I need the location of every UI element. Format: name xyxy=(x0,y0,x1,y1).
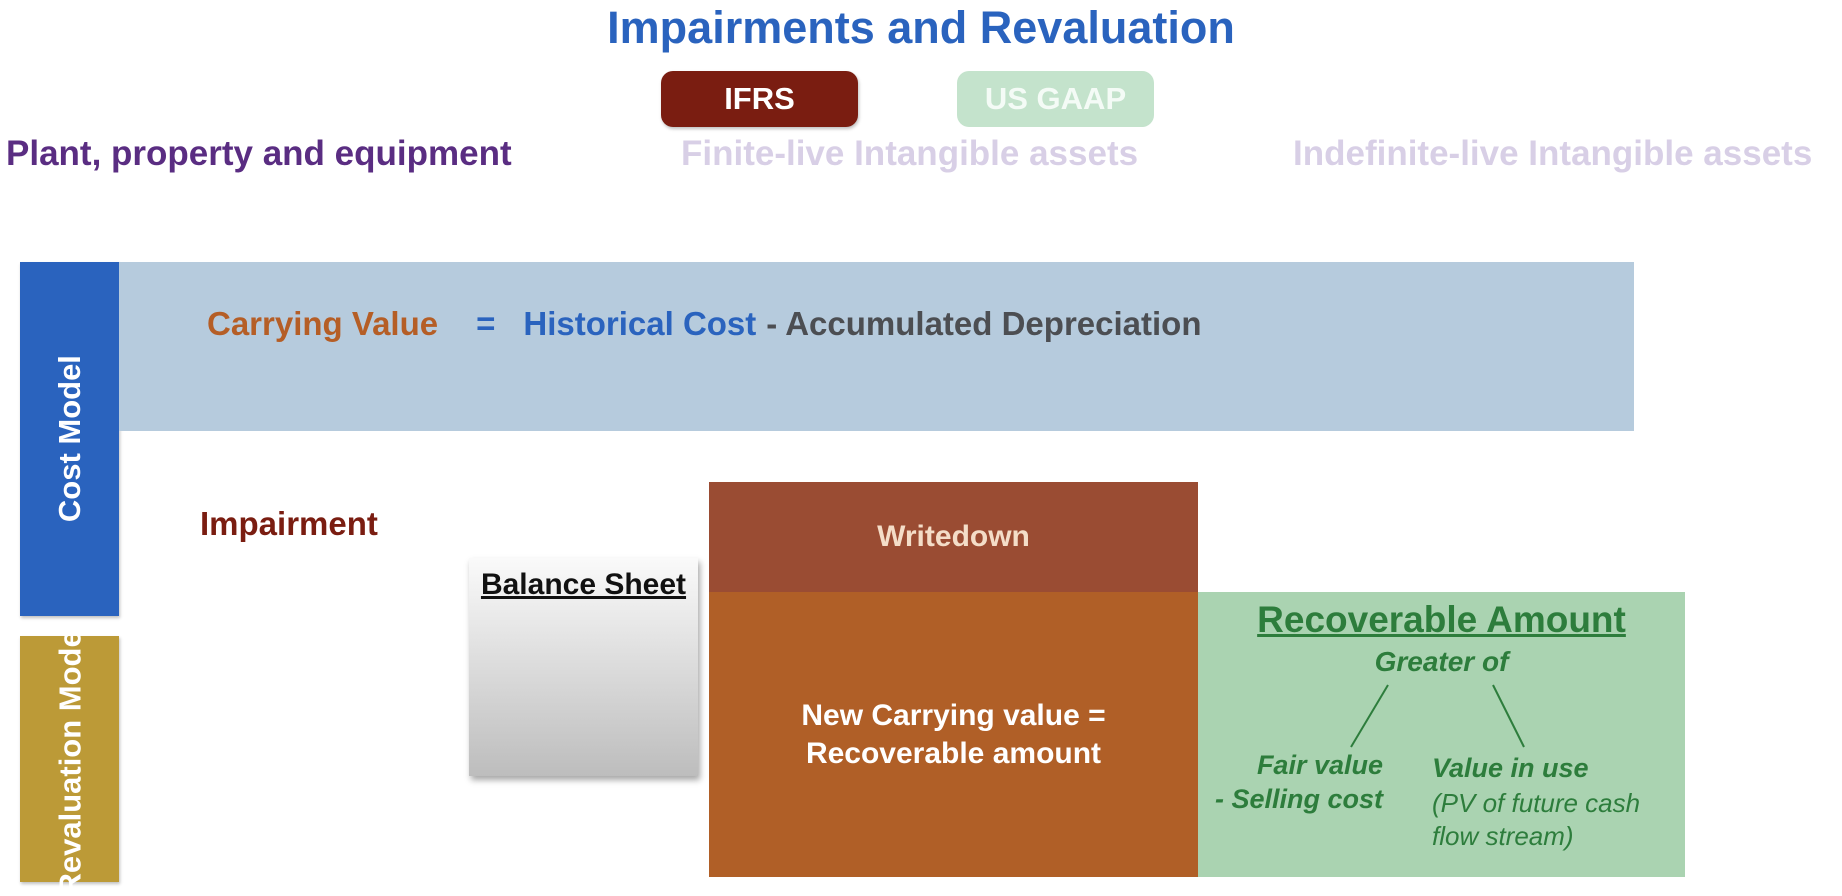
fair-value-line2: - Selling cost xyxy=(1214,783,1383,814)
branch-line-right xyxy=(1492,684,1525,748)
fair-value-line1: Fair value xyxy=(1256,750,1383,780)
page-title: Impairments and Revaluation xyxy=(607,2,1235,53)
carrying-value-term: Carrying Value xyxy=(207,305,439,342)
greater-of-label: Greater of xyxy=(1374,646,1509,677)
pv-future-cash-flow-note: (PV of future cash flow stream) xyxy=(1432,787,1640,852)
recoverable-amount-title: Recoverable Amount xyxy=(1257,599,1626,640)
balance-sheet-card: Balance Sheet xyxy=(469,558,698,776)
equals-sign: = xyxy=(476,305,496,342)
writedown-label: Writedown xyxy=(877,520,1030,553)
balance-sheet-label: Balance Sheet xyxy=(480,568,687,601)
carrying-value-formula: Carrying Value = Historical Cost - Accumula… xyxy=(207,305,1202,343)
pv-line2: flow stream) xyxy=(1432,820,1574,851)
tab-plant-property-equipment[interactable]: Plant, property and equipment xyxy=(6,134,512,173)
fair-value-less-selling-cost: Fair value - Selling cost xyxy=(1213,749,1383,817)
revaluation-model-tab[interactable]: Revaluation Model xyxy=(20,622,119,896)
new-carrying-value-line2: Recoverable amount xyxy=(805,736,1102,770)
recoverable-amount-box: Recoverable Amount Greater of Fair value… xyxy=(1198,592,1685,877)
new-carrying-value-line1: New Carrying value = xyxy=(801,699,1106,732)
new-carrying-value-block: New Carrying value = Recoverable amount xyxy=(709,592,1198,877)
pv-line1: (PV of future cash xyxy=(1432,788,1641,818)
us-gaap-toggle-button[interactable]: US GAAP xyxy=(957,71,1154,127)
historical-cost-term: Historical Cost xyxy=(523,305,757,342)
cost-model-tab[interactable]: Cost Model xyxy=(20,262,119,616)
writedown-block: Writedown xyxy=(709,482,1198,592)
cost-model-label: Cost Model xyxy=(51,355,87,523)
tab-finite-intangible-assets[interactable]: Finite-live Intangible assets xyxy=(681,134,1139,173)
revaluation-model-label: Revaluation Model xyxy=(51,622,87,896)
accumulated-depreciation-term: - Accumulated Depreciation xyxy=(766,305,1202,342)
branch-line-left xyxy=(1350,684,1389,748)
cost-model-formula-band xyxy=(119,262,1634,431)
tab-indefinite-intangible-assets[interactable]: Indefinite-live Intangible assets xyxy=(1293,134,1813,173)
branch-connector-lines xyxy=(1350,684,1525,748)
value-in-use-label: Value in use xyxy=(1432,753,1589,783)
impairment-label: Impairment xyxy=(200,505,378,542)
ifrs-toggle-button[interactable]: IFRS xyxy=(661,71,858,127)
